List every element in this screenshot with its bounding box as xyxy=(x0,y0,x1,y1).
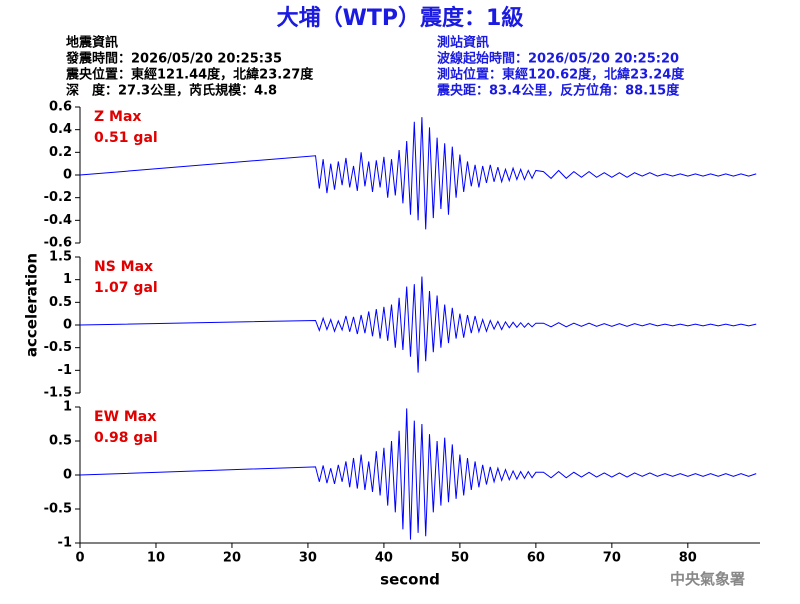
x-tick-label: 0 xyxy=(75,551,84,566)
y-tick-label: 0 xyxy=(63,168,72,183)
info-line: 測站位置：東經120.62度，北緯23.24度 xyxy=(437,67,685,83)
y-tick-label: -0.6 xyxy=(44,236,72,251)
x-tick-label: 30 xyxy=(299,551,317,566)
y-tick-label: -0.5 xyxy=(44,340,72,355)
info-line: 波線起始時間：2026/05/20 20:25:20 xyxy=(437,51,679,67)
y-tick-label: -1 xyxy=(58,363,72,378)
x-tick-label: 40 xyxy=(375,551,393,566)
footer: 中央氣象署 xyxy=(670,570,745,588)
info-line: 震央位置：東經121.44度，北緯23.27度 xyxy=(65,67,314,83)
y-tick-label: 0.5 xyxy=(49,295,72,310)
y-tick-label: 1 xyxy=(63,272,72,287)
x-tick-label: 20 xyxy=(223,551,241,566)
x-tick-label: 80 xyxy=(679,551,697,566)
component-label: EW Max xyxy=(94,409,156,425)
x-tick-label: 60 xyxy=(527,551,545,566)
max-label: 0.51 gal xyxy=(94,130,158,146)
y-tick-label: 0.6 xyxy=(49,100,72,115)
component-label: NS Max xyxy=(94,259,153,275)
waveform xyxy=(79,276,757,373)
y-tick-label: -0.2 xyxy=(44,190,72,205)
y-tick-label: -0.5 xyxy=(44,502,72,517)
info-line: 深 度：27.3公里，芮氏規模：4.8 xyxy=(66,83,277,99)
component-label: Z Max xyxy=(94,109,141,125)
y-tick-label: 0 xyxy=(63,468,72,483)
info-line: 震央距：83.4公里，反方位角：88.15度 xyxy=(436,83,680,99)
waveform xyxy=(79,408,757,540)
info-line: 發震時間：2026/05/20 20:25:35 xyxy=(65,51,282,67)
y-tick-label: 0.5 xyxy=(49,434,72,449)
x-tick-label: 50 xyxy=(451,551,469,566)
x-tick-label: 70 xyxy=(603,551,621,566)
y-tick-label: 0 xyxy=(63,318,72,333)
y-axis-label: acceleration xyxy=(23,253,41,357)
y-tick-label: -1 xyxy=(58,536,72,551)
y-tick-label: 0.2 xyxy=(49,145,72,160)
y-tick-label: -1.5 xyxy=(44,386,72,401)
y-tick-label: -0.4 xyxy=(44,213,72,228)
info-line: 地震資訊 xyxy=(66,35,118,51)
x-tick-label: 10 xyxy=(147,551,165,566)
y-tick-label: 1.5 xyxy=(49,250,72,265)
x-axis-label: second xyxy=(380,571,440,589)
y-tick-label: 0.4 xyxy=(49,122,72,137)
title: 大埔（WTP）震度：1級 xyxy=(277,5,524,31)
max-label: 1.07 gal xyxy=(94,280,158,296)
max-label: 0.98 gal xyxy=(94,430,158,446)
waveform xyxy=(79,117,757,230)
y-tick-label: 1 xyxy=(63,400,72,415)
info-line: 測站資訊 xyxy=(437,35,489,51)
